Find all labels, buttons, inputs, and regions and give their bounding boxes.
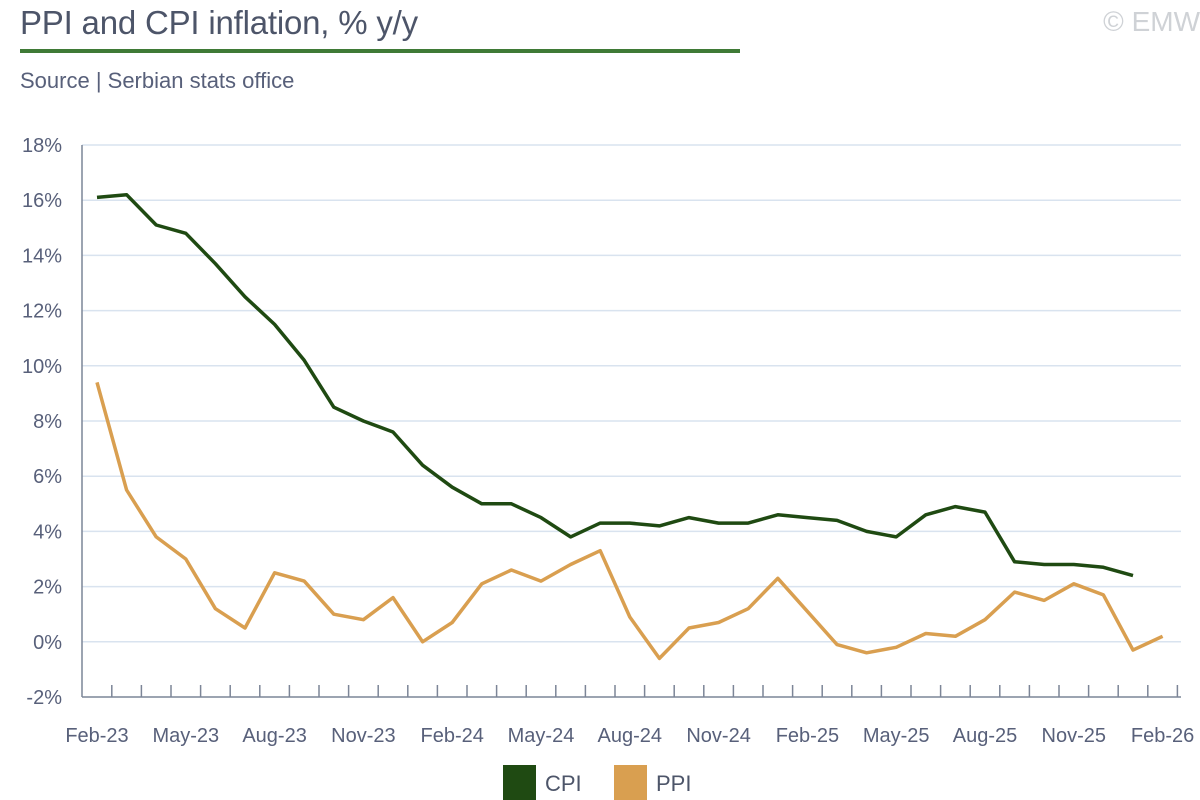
y-axis-ticks: -2% 0% 2% 4% 6% 8% 10% 12% 14% 16% 18% — [22, 135, 62, 709]
legend-swatch-cpi — [503, 765, 536, 800]
y-tick-label: 0% — [33, 632, 62, 654]
x-tick-label: May-23 — [152, 725, 219, 747]
y-tick-label: 18% — [22, 135, 62, 157]
legend-label-cpi: CPI — [545, 771, 582, 796]
x-tick-label: Nov-25 — [1042, 725, 1106, 747]
y-tick-label: 12% — [22, 301, 62, 323]
x-tick-label: Feb-26 — [1131, 725, 1194, 747]
y-tick-label: 4% — [33, 521, 62, 543]
x-tick-label: Feb-25 — [776, 725, 839, 747]
x-tick-label: Nov-24 — [686, 725, 750, 747]
x-tick-label: Feb-24 — [421, 725, 484, 747]
chart-legend: CPI PPI — [503, 765, 691, 800]
x-tick-label: Aug-23 — [242, 725, 307, 747]
series-line-cpi — [96, 192, 1134, 578]
x-tick-label: May-25 — [863, 725, 930, 747]
chart-title: PPI and CPI inflation, % y/y — [20, 4, 418, 41]
legend-swatch-ppi — [614, 765, 647, 800]
y-tick-label: 6% — [33, 466, 62, 488]
x-tick-label: Aug-25 — [953, 725, 1018, 747]
gridlines — [82, 144, 1181, 643]
series-lines — [95, 192, 1164, 661]
y-tick-label: 8% — [33, 411, 62, 433]
y-tick-label: -2% — [26, 687, 62, 709]
x-tick-label: Nov-23 — [331, 725, 395, 747]
chart-source: Source | Serbian stats office — [20, 68, 295, 93]
legend-label-ppi: PPI — [656, 771, 691, 796]
y-tick-label: 2% — [33, 577, 62, 599]
x-tick-label: May-24 — [508, 725, 575, 747]
x-tick-label: Aug-24 — [598, 725, 663, 747]
copyright-notice: © EMW — [1103, 6, 1200, 37]
series-line-ppi — [95, 381, 1164, 661]
y-tick-label: 16% — [22, 190, 62, 212]
x-tick-label: Feb-23 — [65, 725, 128, 747]
title-underline — [20, 49, 740, 53]
y-tick-label: 14% — [22, 245, 62, 267]
x-axis: Feb-23 May-23 Aug-23 Nov-23 Feb-24 May-24 Aug-… — [65, 145, 1194, 747]
y-tick-label: 10% — [22, 356, 62, 378]
